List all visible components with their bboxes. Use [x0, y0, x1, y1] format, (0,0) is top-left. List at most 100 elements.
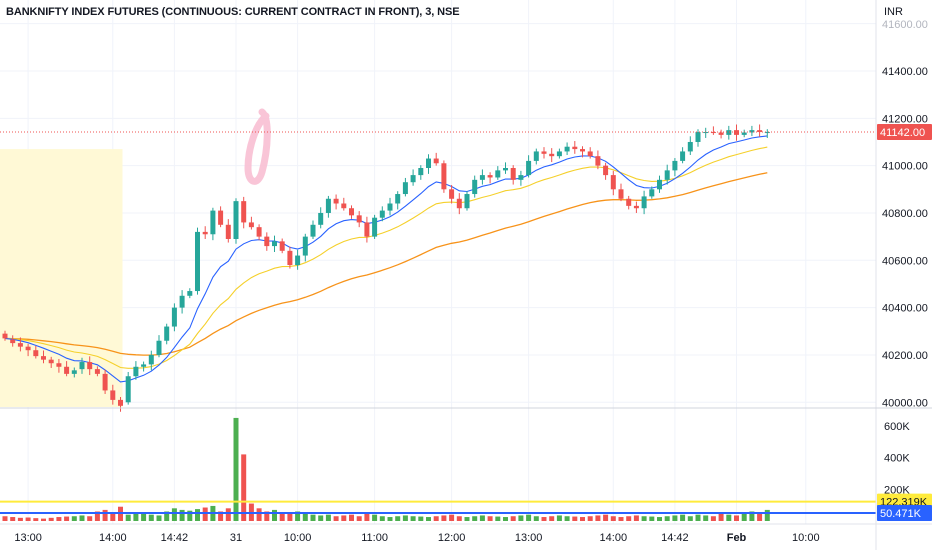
candle-up[interactable]	[156, 340, 162, 355]
volume-bar[interactable]	[349, 514, 354, 521]
candle-down[interactable]	[56, 363, 62, 367]
volume-bar[interactable]	[533, 516, 539, 521]
volume-bar[interactable]	[433, 516, 439, 521]
candle-up[interactable]	[664, 170, 670, 180]
candle-down[interactable]	[225, 224, 231, 239]
candle-down[interactable]	[118, 399, 123, 406]
candle-up[interactable]	[133, 366, 139, 377]
volume-bar[interactable]	[672, 515, 678, 521]
candle-down[interactable]	[87, 362, 93, 370]
candle-down[interactable]	[333, 198, 339, 204]
candle-up[interactable]	[495, 170, 501, 178]
time-tick-label[interactable]: 14:00	[600, 532, 628, 544]
candle-up[interactable]	[272, 241, 277, 247]
volume-bar[interactable]	[687, 516, 693, 521]
candle-down[interactable]	[48, 359, 54, 364]
volume-bar[interactable]	[495, 516, 501, 521]
time-tick-label[interactable]: 13:00	[515, 532, 543, 544]
volume-tick-label[interactable]: 400K	[884, 453, 910, 465]
volume-bar[interactable]	[718, 513, 724, 521]
volume-bar[interactable]	[703, 515, 709, 521]
volume-bar[interactable]	[595, 515, 601, 521]
time-tick-label[interactable]: 14:00	[99, 532, 127, 544]
volume-bar[interactable]	[195, 509, 200, 521]
volume-bar[interactable]	[2, 516, 8, 521]
candle-down[interactable]	[25, 346, 31, 351]
candle-up[interactable]	[564, 146, 570, 152]
volume-bar[interactable]	[641, 516, 647, 521]
volume-bar[interactable]	[710, 516, 716, 521]
price-tick-label[interactable]: 41000.00	[882, 161, 928, 173]
volume-bar[interactable]	[325, 514, 331, 521]
candle-down[interactable]	[549, 153, 555, 157]
volume-bar[interactable]	[233, 417, 239, 521]
volume-bar[interactable]	[510, 516, 516, 521]
time-tick-label[interactable]: 14:42	[161, 532, 189, 544]
candle-up[interactable]	[164, 326, 170, 341]
volume-bar[interactable]	[25, 517, 31, 521]
candle-up[interactable]	[410, 175, 416, 183]
volume-bar[interactable]	[156, 515, 162, 521]
candle-down[interactable]	[587, 151, 593, 157]
volume-bar[interactable]	[402, 515, 408, 521]
volume-bar[interactable]	[549, 516, 555, 521]
volume-bar[interactable]	[695, 514, 701, 521]
candle-up[interactable]	[518, 175, 524, 180]
volume-bar[interactable]	[456, 516, 462, 521]
candle-down[interactable]	[718, 132, 724, 135]
volume-bar[interactable]	[256, 508, 262, 521]
volume-bar[interactable]	[110, 512, 116, 521]
volume-bar[interactable]	[379, 516, 385, 521]
candle-down[interactable]	[710, 132, 716, 134]
time-tick-label[interactable]: 14:42	[661, 532, 689, 544]
volume-bar[interactable]	[364, 513, 370, 521]
volume-tick-label[interactable]: 600K	[884, 421, 910, 433]
candle-up[interactable]	[295, 255, 301, 266]
candle-down[interactable]	[757, 130, 763, 133]
volume-bar[interactable]	[10, 517, 16, 521]
volume-bar[interactable]	[318, 515, 324, 521]
volume-bar[interactable]	[279, 512, 285, 521]
candle-up[interactable]	[79, 362, 85, 370]
candle-up[interactable]	[141, 364, 147, 367]
volume-bar[interactable]	[610, 516, 616, 521]
volume-bar[interactable]	[487, 516, 493, 521]
volume-bar[interactable]	[295, 511, 301, 521]
candle-down[interactable]	[433, 158, 439, 164]
candle-down[interactable]	[264, 236, 270, 247]
candle-up[interactable]	[764, 132, 770, 134]
candle-up[interactable]	[741, 132, 747, 135]
volume-bar[interactable]	[649, 516, 655, 521]
candle-down[interactable]	[218, 210, 224, 225]
candle-up[interactable]	[210, 210, 216, 235]
candle-up[interactable]	[195, 231, 200, 292]
candle-up[interactable]	[318, 212, 324, 225]
volume-bar[interactable]	[41, 518, 46, 521]
volume-bar[interactable]	[764, 509, 770, 521]
candle-up[interactable]	[556, 151, 562, 157]
candle-down[interactable]	[17, 343, 23, 347]
price-tick-label[interactable]: 41400.00	[882, 66, 928, 78]
candle-down[interactable]	[256, 227, 262, 237]
volume-bar[interactable]	[580, 517, 585, 521]
candle-down[interactable]	[580, 149, 585, 152]
volume-bar[interactable]	[87, 516, 93, 521]
candle-down[interactable]	[364, 222, 370, 237]
volume-bar[interactable]	[148, 514, 154, 521]
volume-bar[interactable]	[603, 514, 609, 521]
volume-bar[interactable]	[218, 511, 224, 521]
volume-bar[interactable]	[48, 517, 54, 521]
time-axis-ticks[interactable]: 13:00 14:00 14:42 31 10:00 11:00 12:00 13:00 14:…	[14, 532, 819, 544]
volume-bar[interactable]	[757, 513, 763, 521]
volume-bar[interactable]	[272, 509, 277, 521]
candle-up[interactable]	[379, 210, 385, 218]
volume-bar[interactable]	[741, 513, 747, 521]
candle-down[interactable]	[633, 205, 639, 209]
volume-bar[interactable]	[287, 513, 293, 521]
candle-up[interactable]	[726, 130, 732, 135]
candle-down[interactable]	[248, 222, 254, 228]
volume-bar[interactable]	[726, 514, 732, 521]
candle-up[interactable]	[148, 354, 154, 365]
candle-down[interactable]	[33, 350, 39, 357]
